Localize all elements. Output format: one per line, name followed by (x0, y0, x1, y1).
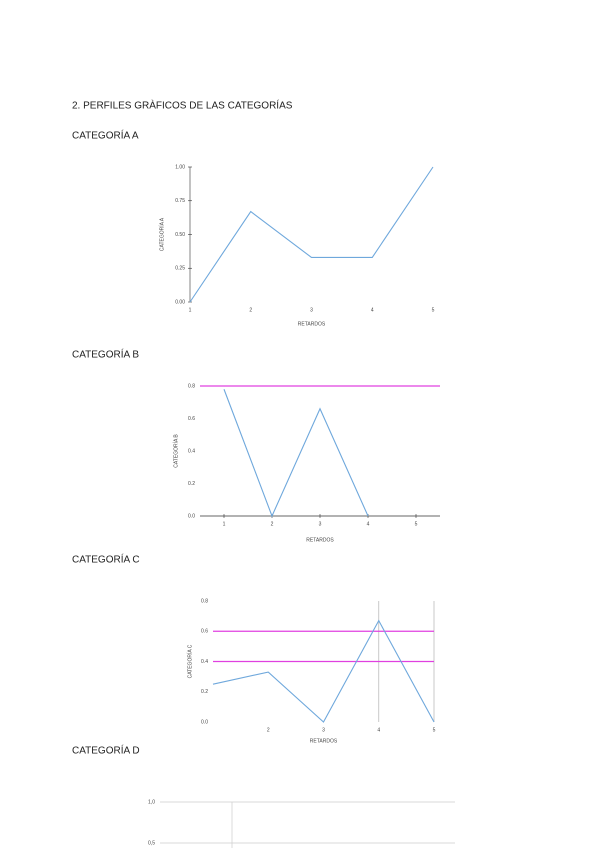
y-tick-label: 0.6 (188, 416, 195, 422)
x-tick-label: 3 (322, 727, 325, 733)
data-line (212, 619, 435, 723)
x-tick-label: 5 (415, 521, 418, 527)
x-tick-label: 5 (433, 727, 436, 733)
y-tick-label: 0.2 (201, 689, 208, 695)
y-tick-label: 0.8 (188, 383, 195, 389)
x-axis-label: RETARDOS (306, 537, 334, 543)
x-tick-label: 3 (319, 521, 322, 527)
y-tick-label: 0.8 (201, 598, 208, 604)
section-title: CATEGORÍA D (72, 744, 140, 757)
y-tick-label: 0.4 (201, 659, 208, 665)
x-tick-label: 2 (249, 307, 252, 313)
x-axis-label: RETARDOS (298, 321, 326, 327)
x-tick-label: 4 (367, 521, 370, 527)
data-line (189, 166, 434, 303)
x-tick-label: 2 (267, 727, 270, 733)
y-tick-label: 0.25 (175, 266, 185, 272)
y-tick-label: 0.2 (188, 481, 195, 487)
y-tick-label: 0.00 (175, 299, 185, 305)
y-tick-label: 0.4 (188, 448, 195, 454)
y-tick-label: 1.00 (175, 164, 185, 170)
section-title: CATEGORÍA A (72, 129, 139, 142)
heading: 2. PERFILES GRÀFICOS DE LAS CATEGORÍAS (72, 99, 293, 112)
y-tick-label: 0,5 (148, 840, 155, 846)
y-tick-label: 0.6 (201, 629, 208, 635)
y-axis-label: CATEGORÍA A (158, 217, 165, 251)
x-tick-label: 1 (223, 521, 226, 527)
y-tick-label: 0.0 (188, 513, 195, 519)
x-axis-label: RETARDOS (310, 738, 338, 744)
y-axis-label: CATEGORÍA B (172, 434, 179, 468)
section-title: CATEGORÍA C (72, 553, 140, 566)
x-tick-label: 2 (271, 521, 274, 527)
y-tick-label: 0.0 (201, 719, 208, 725)
y-axis-label: CATEGORÍA C (186, 644, 193, 678)
data-line (223, 389, 369, 518)
x-tick-label: 1 (189, 307, 192, 313)
x-tick-label: 5 (432, 307, 435, 313)
y-tick-label: 0.75 (175, 198, 185, 204)
x-tick-label: 4 (371, 307, 374, 313)
y-tick-label: 0.50 (175, 232, 185, 238)
x-tick-label: 3 (310, 307, 313, 313)
section-title: CATEGORÍA B (72, 348, 139, 361)
y-tick-label: 1,0 (148, 799, 155, 805)
x-tick-label: 4 (377, 727, 380, 733)
